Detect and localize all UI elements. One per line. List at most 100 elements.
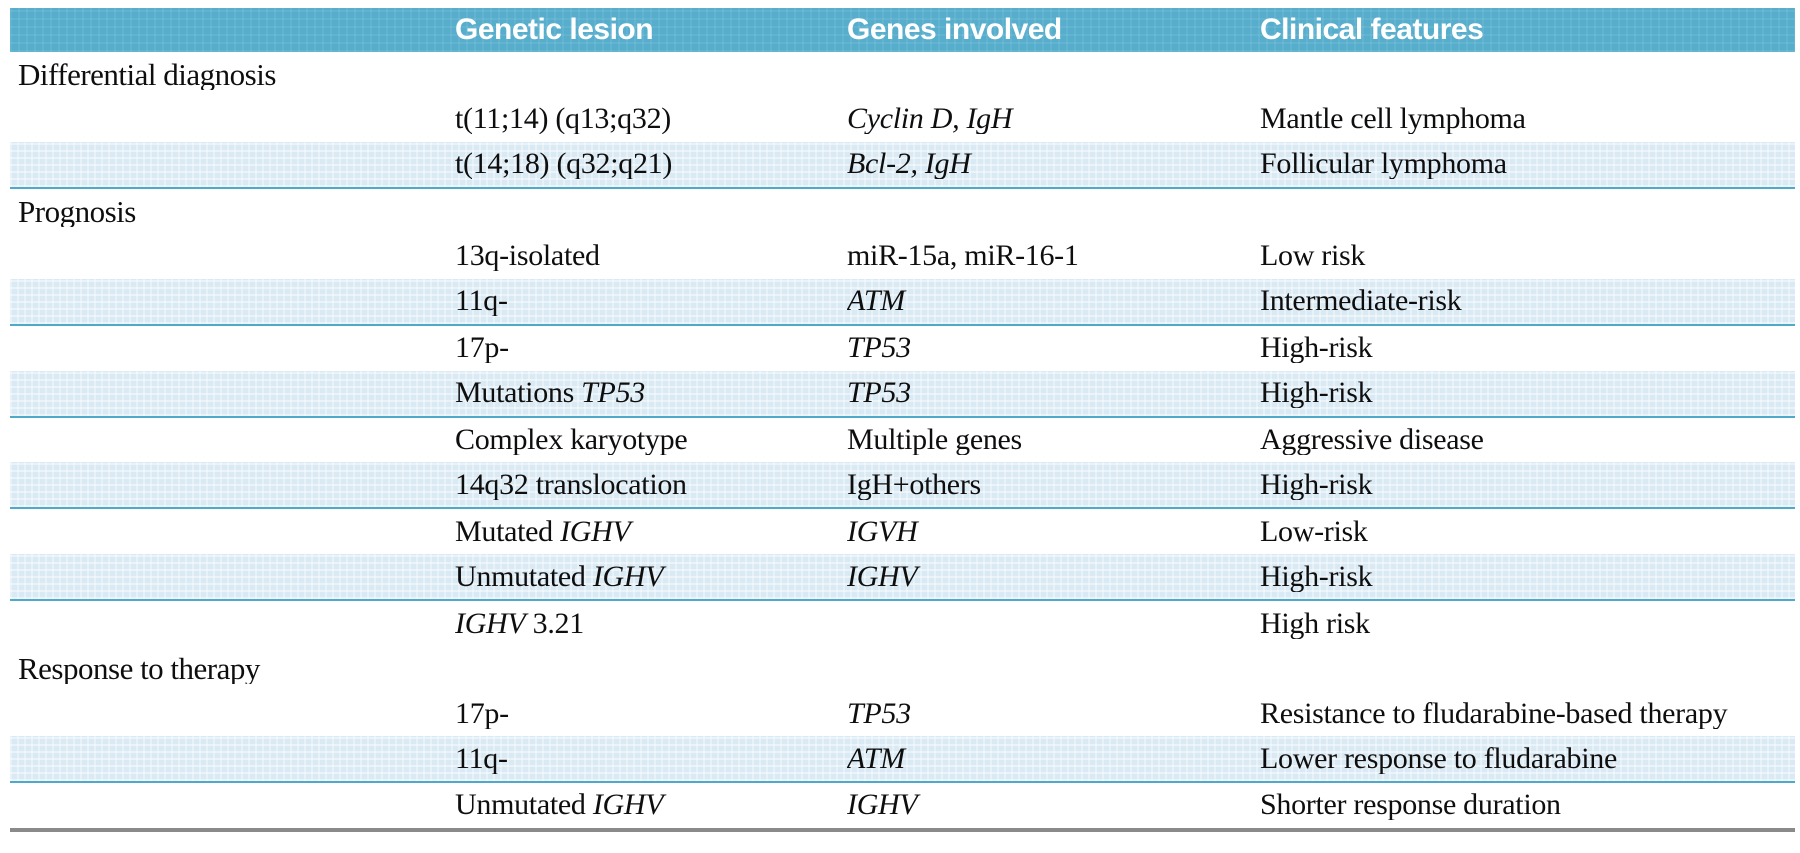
table-row: 13q-isolated miR-15a, miR-16-1 Low risk xyxy=(10,234,1795,279)
cell-genetic-lesion: t(11;14) (q13;q32) xyxy=(455,104,847,134)
table: Genetic lesion Genes involved Clinical f… xyxy=(10,8,1795,832)
text-segment: Mutations xyxy=(455,378,582,409)
italic-text-segment: IGHV xyxy=(847,790,918,821)
text-segment: Follicular lymphoma xyxy=(1260,149,1507,180)
text-segment: 17p- xyxy=(455,333,509,364)
text-segment: t(14;18) (q32;q21) xyxy=(455,149,673,180)
section-header-row: Differential diagnosis xyxy=(10,52,1795,97)
table-bottom-border xyxy=(10,828,1795,832)
cell-genes-involved: TP53 xyxy=(847,333,1260,363)
cell-genes-involved: Cyclin D, IgH xyxy=(847,104,1260,134)
text-segment: Resistance to fludarabine-based therapy xyxy=(1260,698,1728,729)
table-row: 17p- TP53 High-risk xyxy=(10,326,1795,371)
italic-text-segment: TP53 xyxy=(847,698,911,729)
cell-genetic-lesion: 14q32 translocation xyxy=(455,470,847,500)
cell-genes-involved: IgH+others xyxy=(847,470,1260,500)
cell-genes-involved: TP53 xyxy=(847,378,1260,408)
column-header-clinical-features: Clinical features xyxy=(1260,13,1484,46)
cell-genes-involved: TP53 xyxy=(847,699,1260,729)
cell-genes-involved: IGHV xyxy=(847,562,1260,592)
cell-genes-involved: ATM xyxy=(847,286,1260,316)
cell-genes-involved: Multiple genes xyxy=(847,425,1260,455)
text-segment: Mutated xyxy=(455,516,561,547)
cell-genetic-lesion: Mutations TP53 xyxy=(455,378,847,408)
italic-text-segment: IGHV xyxy=(592,790,664,821)
cell-clinical-features: High risk xyxy=(1260,609,1795,639)
text-segment: 17p- xyxy=(455,698,509,729)
italic-text-segment: TP53 xyxy=(847,333,911,364)
text-segment: High-risk xyxy=(1260,561,1373,592)
cell-clinical-features: High-risk xyxy=(1260,470,1795,500)
text-segment: 3.21 xyxy=(525,608,585,639)
cell-genetic-lesion: 17p- xyxy=(455,333,847,363)
cell-genetic-lesion: 11q- xyxy=(455,744,847,774)
text-segment: 11q- xyxy=(455,286,508,317)
cell-genetic-lesion: 13q-isolated xyxy=(455,241,847,271)
cell-genetic-lesion: Complex karyotype xyxy=(455,425,847,455)
text-segment: 13q-isolated xyxy=(455,241,600,272)
text-segment: Low-risk xyxy=(1260,516,1368,547)
italic-text-segment: IGHV xyxy=(847,561,918,592)
italic-text-segment: TP53 xyxy=(581,378,645,409)
cell-genetic-lesion: Unmutated IGHV xyxy=(455,790,847,820)
italic-text-segment: ATM xyxy=(847,286,905,317)
text-segment: miR-15a, miR-16-1 xyxy=(847,241,1079,272)
section-header-row: Prognosis xyxy=(10,189,1795,234)
text-segment: Unmutated xyxy=(455,790,593,821)
text-segment: Lower response to fludarabine xyxy=(1260,743,1617,774)
table-header-row: Genetic lesion Genes involved Clinical f… xyxy=(10,8,1795,52)
table-row: Complex karyotype Multiple genes Aggressiv… xyxy=(10,418,1795,463)
text-segment: t(11;14) (q13;q32) xyxy=(455,104,671,135)
text-segment: High risk xyxy=(1260,608,1370,639)
italic-text-segment: IGHV xyxy=(455,608,526,639)
table-row: Unmutated IGHV IGHV High-risk xyxy=(10,554,1795,602)
cell-clinical-features: Follicular lymphoma xyxy=(1260,149,1795,179)
italic-text-segment: ATM xyxy=(847,743,905,774)
italic-text-segment: IGVH xyxy=(847,516,918,547)
text-segment: Multiple genes xyxy=(847,424,1022,455)
cell-genetic-lesion: 17p- xyxy=(455,699,847,729)
cell-clinical-features: Mantle cell lymphoma xyxy=(1260,104,1795,134)
cell-clinical-features: High-risk xyxy=(1260,333,1795,363)
text-segment: Complex karyotype xyxy=(455,424,688,455)
text-segment: Intermediate-risk xyxy=(1260,286,1462,317)
table-row: t(11;14) (q13;q32) Cyclin D, IgH Mantle ce… xyxy=(10,97,1795,142)
italic-text-segment: TP53 xyxy=(847,378,911,409)
table-body: Differential diagnosis t(11;14) (q13;q32)… xyxy=(10,52,1795,828)
cell-genes-involved: IGHV xyxy=(847,790,1260,820)
text-segment: Low risk xyxy=(1260,241,1366,272)
cell-genes-involved: IGVH xyxy=(847,517,1260,547)
italic-text-segment: Bcl-2, IgH xyxy=(847,149,971,180)
column-header-genetic-lesion: Genetic lesion xyxy=(455,13,654,46)
cell-clinical-features: Low risk xyxy=(1260,241,1795,271)
section-header-row: Response to therapy xyxy=(10,646,1795,691)
italic-text-segment: IGHV xyxy=(592,561,664,592)
cell-genes-involved: miR-15a, miR-16-1 xyxy=(847,241,1260,271)
cell-clinical-features: Resistance to fludarabine-based therapy xyxy=(1260,699,1795,729)
italic-text-segment: IGHV xyxy=(560,516,631,547)
table-row: 17p- TP53 Resistance to fludarabine-based … xyxy=(10,691,1795,736)
text-segment: High-risk xyxy=(1260,333,1373,364)
text-segment: IgH+others xyxy=(847,469,981,500)
cell-clinical-features: High-risk xyxy=(1260,378,1795,408)
table-row: 14q32 translocation IgH+others High-risk xyxy=(10,462,1795,510)
cell-clinical-features: Lower response to fludarabine xyxy=(1260,744,1795,774)
cell-clinical-features: Intermediate-risk xyxy=(1260,286,1795,316)
cell-genetic-lesion: Mutated IGHV xyxy=(455,517,847,547)
table-row: 11q- ATM Intermediate-risk xyxy=(10,278,1795,326)
section-title: Response to therapy xyxy=(18,653,260,685)
cell-clinical-features: Shorter response duration xyxy=(1260,790,1795,820)
table-row: Unmutated IGHV IGHV Shorter response durat… xyxy=(10,783,1795,828)
cell-genetic-lesion: Unmutated IGHV xyxy=(455,562,847,592)
column-header-genes-involved: Genes involved xyxy=(847,13,1062,46)
cell-genetic-lesion: 11q- xyxy=(455,286,847,316)
text-segment: High-risk xyxy=(1260,378,1373,409)
text-segment: 11q- xyxy=(455,743,508,774)
table-row: Mutations TP53 TP53 High-risk xyxy=(10,370,1795,418)
text-segment: 14q32 translocation xyxy=(455,469,687,500)
text-segment: High-risk xyxy=(1260,469,1373,500)
cell-genetic-lesion: IGHV 3.21 xyxy=(455,609,847,639)
text-segment: Unmutated xyxy=(455,561,593,592)
cell-genetic-lesion: t(14;18) (q32;q21) xyxy=(455,149,847,179)
text-segment: Shorter response duration xyxy=(1260,790,1561,821)
